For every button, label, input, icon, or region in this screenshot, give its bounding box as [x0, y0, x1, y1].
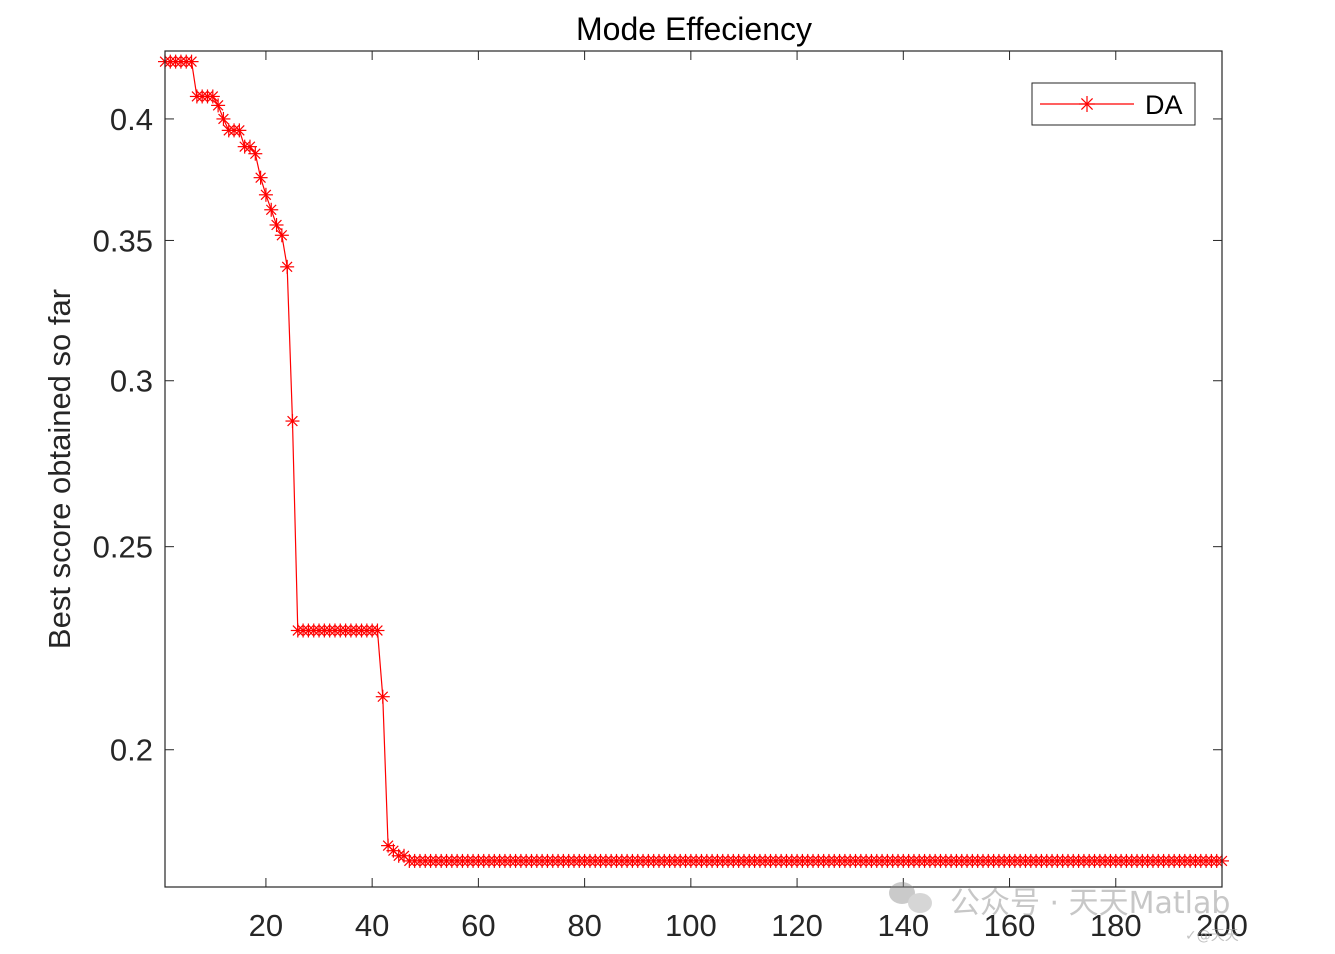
x-tick-label: 100 [665, 908, 717, 943]
data-point [242, 139, 257, 154]
y-tick-label: 0.35 [93, 223, 153, 258]
x-tick-label: 140 [877, 908, 929, 943]
x-tick-label: 20 [249, 908, 283, 943]
data-point [274, 228, 289, 243]
axis-ticks [165, 51, 1223, 887]
data-point [211, 98, 226, 113]
x-tick-label: 120 [771, 908, 823, 943]
legend-marker [1079, 96, 1095, 112]
y-tick-label: 0.2 [110, 733, 153, 768]
x-tick-label: 40 [355, 908, 389, 943]
legend-entry-da: DA [1145, 90, 1183, 120]
data-point [253, 170, 268, 185]
plot-area [165, 51, 1222, 887]
data-point [232, 123, 247, 138]
data-point [248, 146, 263, 161]
data-point [258, 187, 273, 202]
watermark: 公众号 · 天天Matlab ✓@天天 [889, 882, 1239, 944]
x-tick-labels: 20 40 60 80 100 120 140 160 180 200 [249, 908, 1248, 943]
data-point [285, 414, 300, 429]
data-point [370, 623, 385, 638]
chart-title: Mode Effeciency [576, 11, 812, 47]
x-tick-label: 80 [567, 908, 601, 943]
y-tick-label: 0.4 [110, 102, 153, 137]
legend: DA [1031, 82, 1196, 126]
data-point [269, 217, 284, 232]
data-point [280, 259, 295, 274]
wechat-icon [889, 882, 932, 913]
watermark-small-text: ✓@天天 [1185, 928, 1239, 944]
data-point [216, 111, 231, 126]
x-tick-label: 200 [1196, 908, 1248, 943]
y-axis-label: Best score obtained so far [42, 289, 77, 649]
data-point [264, 202, 279, 217]
series-layer [158, 54, 1229, 868]
x-tick-label: 160 [984, 908, 1036, 943]
axes-frame [164, 50, 1223, 888]
data-point [375, 689, 390, 704]
x-tick-label: 60 [461, 908, 495, 943]
y-tick-label: 0.25 [93, 530, 153, 565]
y-tick-label: 0.3 [110, 364, 153, 399]
x-tick-label: 180 [1090, 908, 1142, 943]
data-point [205, 89, 220, 104]
data-point [184, 54, 199, 69]
watermark-text: 公众号 · 天天Matlab [950, 886, 1230, 921]
y-tick-labels: 0.2 0.25 0.3 0.35 0.4 [93, 102, 153, 768]
